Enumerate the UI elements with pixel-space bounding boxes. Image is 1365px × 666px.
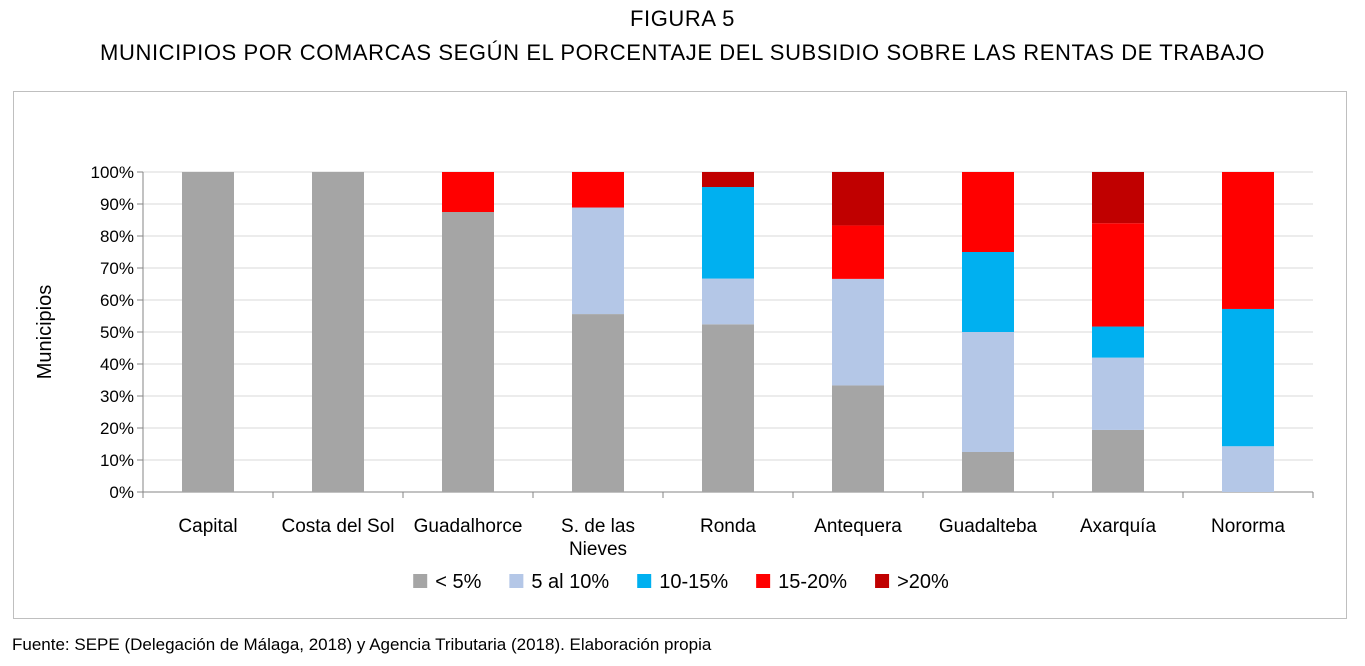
bar-segment xyxy=(182,172,234,492)
bar-segment xyxy=(702,172,754,188)
y-tick-label: 70% xyxy=(100,259,134,278)
bar-segment xyxy=(1092,357,1144,430)
legend-swatch xyxy=(756,574,771,588)
bar-segment xyxy=(1092,172,1144,224)
bar-segment xyxy=(1222,308,1274,447)
bar-segment xyxy=(442,172,494,212)
y-tick-label: 10% xyxy=(100,451,134,470)
legend-swatch xyxy=(875,574,890,588)
stacked-bar-chart: 0% 10% 20% 30% 40% 50% 60% 70% 80% 90% 100% Capital… xyxy=(34,163,1314,593)
x-tick-label: Ronda xyxy=(700,516,756,537)
y-axis-title: Municipios xyxy=(34,285,56,379)
y-tick-label: 50% xyxy=(100,323,134,342)
bar-segment xyxy=(572,207,624,315)
source-note: Fuente: SEPE (Delegación de Málaga, 2018… xyxy=(12,635,712,654)
bar-segment xyxy=(1092,429,1144,492)
legend-label: 15-20% xyxy=(778,571,847,593)
bar-segment xyxy=(702,278,754,325)
bar-segment xyxy=(1092,326,1144,358)
x-tick-label: S. de las xyxy=(561,516,635,537)
x-tick-label: Axarquía xyxy=(1080,516,1156,537)
y-tick-label: 40% xyxy=(100,355,134,374)
bar-segment xyxy=(442,212,494,492)
bar-segment xyxy=(572,172,624,208)
y-tick-label: 20% xyxy=(100,419,134,438)
y-tick-label: 30% xyxy=(100,387,134,406)
y-tick-label: 100% xyxy=(91,163,134,182)
y-tick-label: 90% xyxy=(100,195,134,214)
x-tick-label: Costa del Sol xyxy=(281,516,394,537)
legend-label: < 5% xyxy=(435,571,481,593)
x-tick-label: Nororma xyxy=(1211,516,1285,537)
bar-segment xyxy=(962,252,1014,332)
bar-segment xyxy=(832,225,884,279)
bar-segment xyxy=(962,172,1014,252)
bar-segment xyxy=(1222,172,1274,309)
x-tick-label: Guadalhorce xyxy=(414,516,523,537)
legend-swatch xyxy=(413,574,428,588)
chart-area: 0% 10% 20% 30% 40% 50% 60% 70% 80% 90% 100% Capital… xyxy=(13,91,1347,619)
legend-swatch xyxy=(509,574,524,588)
legend-label: 10-15% xyxy=(659,571,728,593)
legend-label: 5 al 10% xyxy=(531,571,609,593)
bar-segment xyxy=(832,278,884,386)
bar-segment xyxy=(572,314,624,492)
bar-segment xyxy=(1222,446,1274,492)
y-tick-label: 0% xyxy=(109,483,134,502)
figure-number: FIGURA 5 xyxy=(629,6,736,31)
x-tick-label: Capital xyxy=(178,516,237,537)
x-tick-label: Guadalteba xyxy=(939,516,1038,537)
bar-segment xyxy=(832,172,884,226)
bar-segment xyxy=(702,324,754,492)
bar-segment xyxy=(962,452,1014,492)
bar-segment xyxy=(832,385,884,492)
legend-label: >20% xyxy=(897,571,949,593)
bar-segment xyxy=(1092,223,1144,327)
bar-segment xyxy=(962,332,1014,452)
bar-segment xyxy=(702,187,754,279)
legend-swatch xyxy=(637,574,652,588)
y-tick-label: 60% xyxy=(100,291,134,310)
figure-title: MUNICIPIOS POR COMARCAS SEGÚN EL PORCENT… xyxy=(100,40,1265,65)
x-tick-label: Antequera xyxy=(814,516,902,537)
y-tick-label: 80% xyxy=(100,227,134,246)
bar-segment xyxy=(312,172,364,492)
x-tick-label: Nieves xyxy=(569,539,627,560)
